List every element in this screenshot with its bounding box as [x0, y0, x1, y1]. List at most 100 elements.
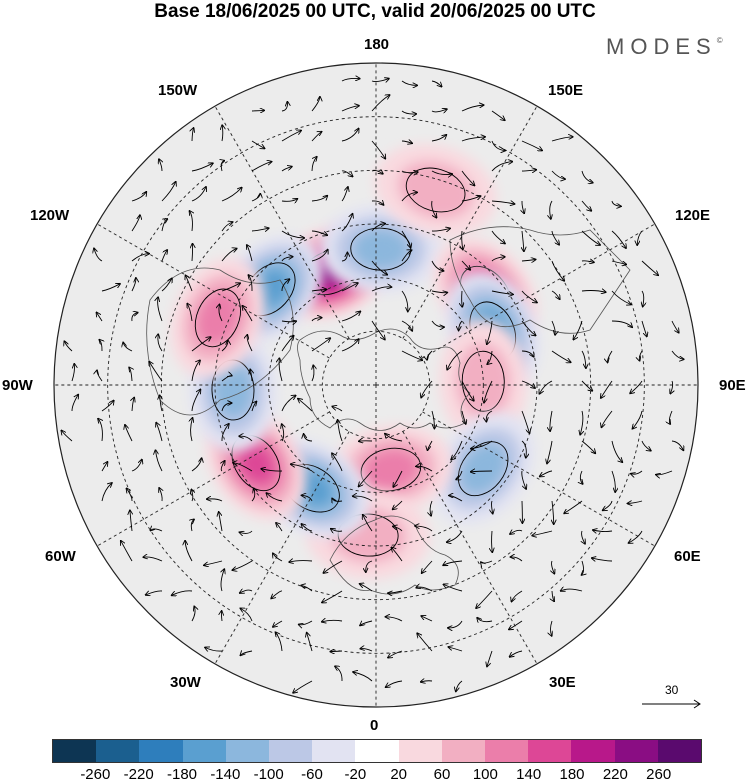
wind-vector — [522, 230, 524, 251]
wind-vector — [551, 290, 560, 299]
wind-vector — [159, 488, 162, 502]
wind-vector — [323, 560, 343, 573]
wind-vector — [521, 140, 542, 151]
wind-vector — [401, 230, 411, 248]
wind-vector — [510, 650, 523, 657]
colorbar-segment — [225, 740, 270, 762]
polar-stereographic-map — [53, 62, 699, 708]
wind-vector — [161, 219, 167, 232]
wind-vector — [521, 380, 535, 388]
wind-vector — [481, 560, 493, 563]
map-boundary — [53, 62, 699, 708]
wind-vector — [341, 283, 358, 292]
wind-vector — [281, 336, 294, 352]
wind-vector — [125, 425, 133, 442]
colorbar-tick-label: -220 — [123, 766, 154, 783]
colorbar-segment — [182, 740, 226, 762]
wind-vector — [281, 199, 297, 201]
wind-vector — [158, 334, 163, 352]
wind-vector — [564, 500, 583, 513]
wind-vector — [299, 620, 313, 625]
wind-vector — [581, 230, 600, 245]
wind-vector — [335, 666, 343, 682]
colorbar-tick-label: 20 — [390, 766, 407, 783]
wind-vector — [593, 530, 613, 532]
wind-vector — [671, 320, 679, 333]
wind-vector — [550, 200, 552, 219]
wind-vector — [608, 350, 613, 362]
colorbar-tick-label: 140 — [516, 766, 542, 783]
wind-vector — [581, 291, 606, 293]
colorbar-tick-label: -140 — [210, 766, 241, 783]
wind-vector — [581, 350, 586, 368]
wind-vector — [430, 500, 432, 516]
wind-vector — [416, 466, 433, 472]
wind-vector — [491, 201, 515, 204]
colorbar-segment — [269, 740, 313, 762]
colorbar-tick-label: 260 — [646, 766, 672, 783]
wind-vector — [388, 591, 403, 593]
wind-vector — [191, 337, 211, 352]
wind-vector — [332, 453, 343, 472]
wind-vector — [550, 410, 552, 431]
colorbar-segment — [485, 740, 529, 762]
wind-vector — [221, 161, 224, 172]
meridian-line — [96, 411, 330, 547]
colorbar-segment — [441, 740, 486, 762]
wind-vector — [637, 230, 643, 245]
wind-vector — [132, 398, 134, 412]
wind-vector — [431, 200, 437, 218]
wind-vector — [580, 410, 583, 435]
wind-vector — [233, 463, 253, 472]
wind-vector — [281, 257, 293, 262]
wind-vector — [221, 376, 232, 382]
coastline-europe — [329, 515, 459, 595]
colorbar-tick-label: 180 — [559, 766, 585, 783]
brand-copyright: © — [716, 36, 723, 45]
wind-vector — [94, 248, 103, 262]
wind-vector — [146, 590, 163, 595]
wind-vector — [550, 620, 552, 636]
wind-vector — [311, 97, 320, 112]
wind-vector — [221, 569, 224, 592]
wind-vector — [611, 320, 632, 327]
wind-vector — [491, 140, 505, 151]
colorbar-segment — [53, 740, 97, 762]
wind-vector — [338, 420, 343, 442]
wind-vector — [551, 137, 573, 142]
wind-vector — [670, 380, 672, 394]
meridian-line — [402, 431, 538, 665]
wind-vector — [204, 560, 223, 565]
wind-vector — [443, 560, 463, 565]
coastline-asia — [449, 226, 631, 334]
wind-vector — [522, 200, 524, 213]
latitude-circle — [268, 277, 484, 493]
wind-vector — [386, 617, 403, 622]
latitude-circle — [160, 169, 592, 601]
wind-vector — [401, 250, 412, 262]
wind-vector — [101, 401, 114, 412]
wind-vector — [371, 320, 385, 340]
wind-vector — [221, 403, 232, 412]
wind-vector — [551, 320, 555, 335]
wind-vector — [628, 501, 643, 504]
wind-vector — [251, 228, 269, 231]
wind-vector — [581, 200, 591, 211]
wind-vector — [266, 493, 283, 502]
wind-vector — [281, 321, 296, 322]
wind-vector — [511, 557, 523, 562]
wind-vector — [484, 380, 493, 403]
wind-vector — [341, 312, 360, 322]
wind-vector — [487, 320, 493, 344]
wind-vector — [311, 157, 317, 172]
wind-vector — [603, 500, 613, 510]
wind-vector — [393, 500, 403, 509]
wind-vector — [191, 360, 200, 382]
wind-vector — [671, 350, 684, 359]
wind-vector — [281, 279, 289, 292]
wind-vector — [521, 470, 526, 489]
wind-vector — [222, 125, 223, 142]
wind-vector — [221, 611, 222, 622]
anomaly-negative-50e — [431, 412, 535, 525]
colorbar-tick-label: 220 — [602, 766, 628, 783]
